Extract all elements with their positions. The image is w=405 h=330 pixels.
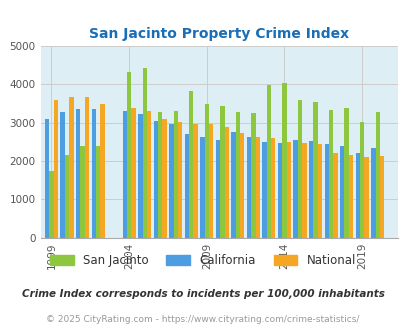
Text: Crime Index corresponds to incidents per 100,000 inhabitants: Crime Index corresponds to incidents per… [21, 289, 384, 299]
Bar [91, 109, 96, 238]
Bar [277, 143, 281, 238]
Bar [266, 85, 271, 238]
Bar [239, 133, 244, 238]
Bar [96, 147, 100, 238]
Bar [85, 97, 89, 238]
Bar [131, 108, 135, 238]
Bar [333, 152, 337, 238]
Bar [235, 112, 239, 238]
Bar [224, 127, 228, 238]
Bar [122, 111, 127, 238]
Bar [184, 134, 189, 238]
Bar [339, 147, 343, 238]
Bar [246, 137, 251, 238]
Bar [60, 112, 65, 238]
Bar [169, 124, 173, 238]
Bar [293, 140, 297, 238]
Bar [324, 144, 328, 238]
Bar [100, 104, 104, 238]
Bar [177, 122, 182, 238]
Bar [231, 132, 235, 238]
Bar [142, 68, 147, 238]
Bar [343, 108, 348, 238]
Bar [80, 146, 85, 238]
Bar [189, 91, 193, 238]
Bar [363, 157, 368, 238]
Bar [138, 114, 142, 238]
Bar [204, 104, 209, 238]
Bar [348, 155, 352, 238]
Bar [313, 103, 317, 238]
Bar [65, 155, 69, 238]
Bar [317, 144, 321, 238]
Bar [308, 141, 313, 238]
Bar [286, 142, 290, 238]
Bar [127, 72, 131, 238]
Bar [297, 100, 301, 238]
Bar [359, 122, 363, 238]
Bar [255, 137, 259, 238]
Bar [370, 148, 375, 238]
Bar [379, 156, 383, 238]
Bar [76, 109, 80, 238]
Text: © 2025 CityRating.com - https://www.cityrating.com/crime-statistics/: © 2025 CityRating.com - https://www.city… [46, 315, 359, 324]
Bar [147, 111, 151, 238]
Bar [220, 106, 224, 238]
Bar [49, 171, 53, 238]
Bar [162, 119, 166, 238]
Bar [200, 137, 204, 238]
Bar [53, 100, 58, 238]
Bar [209, 124, 213, 238]
Bar [301, 143, 306, 238]
Legend: San Jacinto, California, National: San Jacinto, California, National [45, 249, 360, 272]
Bar [251, 113, 255, 238]
Bar [158, 112, 162, 238]
Bar [271, 139, 275, 238]
Bar [173, 111, 177, 238]
Bar [328, 110, 333, 238]
Bar [262, 142, 266, 238]
Bar [215, 140, 220, 238]
Bar [281, 82, 286, 238]
Bar [355, 153, 359, 238]
Bar [193, 124, 197, 238]
Bar [375, 112, 379, 238]
Title: San Jacinto Property Crime Index: San Jacinto Property Crime Index [89, 27, 348, 41]
Bar [45, 119, 49, 238]
Bar [153, 121, 158, 238]
Bar [69, 97, 73, 238]
